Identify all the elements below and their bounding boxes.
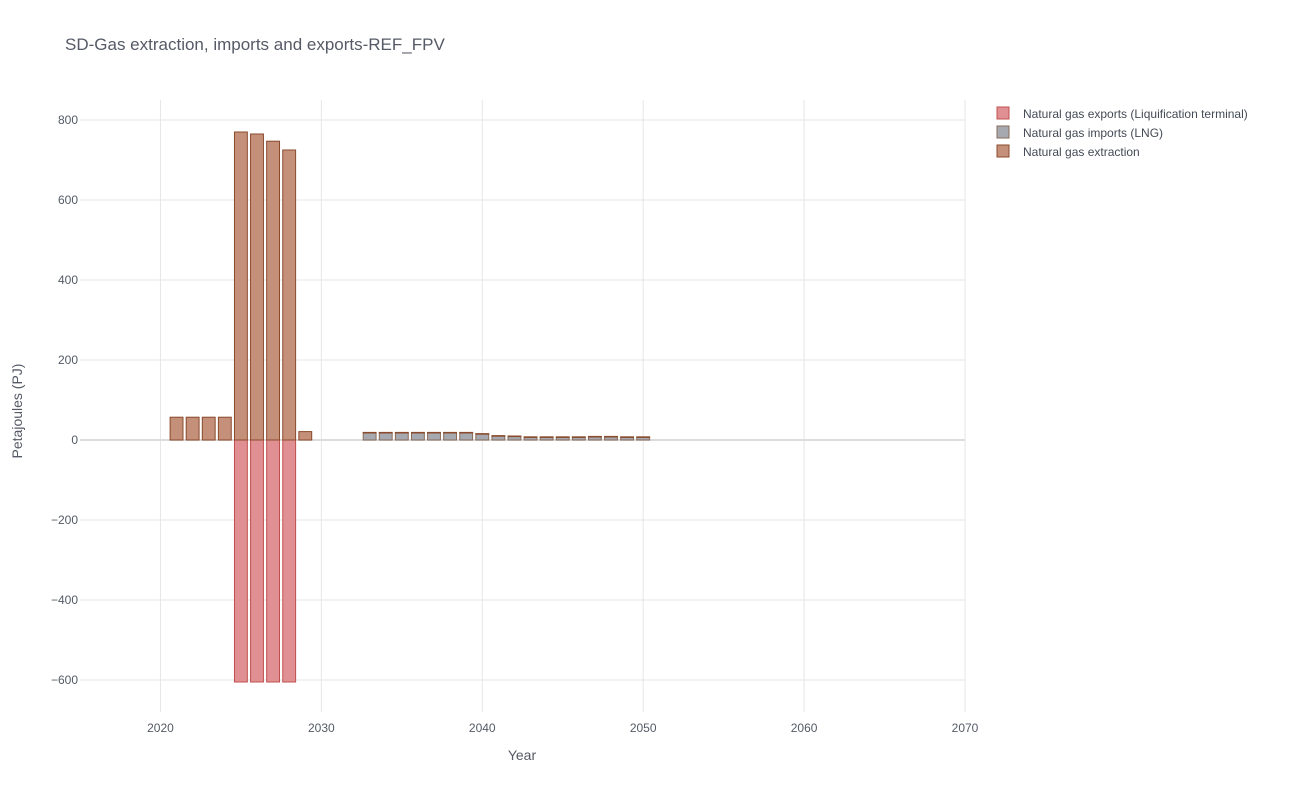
bar-natural-gas-exports-liquification-terminal-2026[interactable] xyxy=(250,439,264,683)
bar-natural-gas-extraction-2042[interactable] xyxy=(507,435,522,438)
y-tick-label: −200 xyxy=(51,513,78,527)
bar-natural-gas-imports-lng-2037[interactable] xyxy=(427,432,441,441)
grid-layer xyxy=(80,100,966,712)
bar-natural-gas-extraction-2036[interactable] xyxy=(410,431,425,434)
bar-natural-gas-extraction-2035[interactable] xyxy=(394,431,409,434)
x-axis-title: Year xyxy=(508,747,537,763)
bar-natural-gas-imports-lng-2038[interactable] xyxy=(443,432,458,441)
legend-label[interactable]: Natural gas extraction xyxy=(1023,145,1140,159)
bar-natural-gas-imports-lng-2040[interactable] xyxy=(475,433,490,441)
bar-natural-gas-extraction-2022[interactable] xyxy=(185,416,200,441)
legend-swatch[interactable] xyxy=(996,144,1010,158)
x-tick-label: 2040 xyxy=(469,721,496,735)
bar-natural-gas-extraction-2023[interactable] xyxy=(201,416,216,441)
y-tick-label: 200 xyxy=(58,353,78,367)
bar-natural-gas-exports-liquification-terminal-2025[interactable] xyxy=(233,439,248,683)
bar-natural-gas-exports-liquification-terminal-2028[interactable] xyxy=(282,439,297,683)
bar-natural-gas-extraction-2049[interactable] xyxy=(620,436,635,438)
bar-natural-gas-extraction-2025[interactable] xyxy=(233,131,248,441)
legend-label[interactable]: Natural gas exports (Liquification termi… xyxy=(1023,107,1248,121)
bar-natural-gas-extraction-2048[interactable] xyxy=(604,435,618,438)
bar-natural-gas-extraction-2024[interactable] xyxy=(217,416,232,441)
x-tick-label: 2020 xyxy=(147,721,174,735)
bar-natural-gas-extraction-2029[interactable] xyxy=(298,431,313,441)
bar-natural-gas-extraction-2045[interactable] xyxy=(555,436,570,438)
bar-layer xyxy=(169,131,651,683)
bar-natural-gas-extraction-2026[interactable] xyxy=(250,133,264,441)
legend[interactable]: Natural gas exports (Liquification termi… xyxy=(996,106,1248,159)
bar-natural-gas-imports-lng-2035[interactable] xyxy=(394,432,409,441)
bar-natural-gas-imports-lng-2034[interactable] xyxy=(378,432,393,441)
chart-title: SD-Gas extraction, imports and exports-R… xyxy=(65,35,445,54)
y-tick-label: 600 xyxy=(58,193,78,207)
bar-natural-gas-imports-lng-2036[interactable] xyxy=(410,432,425,441)
bar-natural-gas-extraction-2040[interactable] xyxy=(475,433,490,435)
bar-natural-gas-extraction-2027[interactable] xyxy=(266,140,281,441)
axis-layer: 2020 2030 2040 2050 2060 2070 −600 −400 −200 0 200… xyxy=(51,113,979,735)
bar-natural-gas-extraction-2037[interactable] xyxy=(427,431,441,434)
bar-natural-gas-extraction-2046[interactable] xyxy=(571,436,586,438)
bar-natural-gas-imports-lng-2039[interactable] xyxy=(459,432,474,441)
x-tick-label: 2070 xyxy=(952,721,979,735)
bar-natural-gas-extraction-2041[interactable] xyxy=(491,435,506,437)
bar-natural-gas-extraction-2028[interactable] xyxy=(282,149,297,441)
y-tick-label: 800 xyxy=(58,113,78,127)
bar-natural-gas-extraction-2033[interactable] xyxy=(362,431,377,434)
bar-natural-gas-extraction-2044[interactable] xyxy=(539,436,554,438)
y-tick-label: 400 xyxy=(58,273,78,287)
y-axis-title: Petajoules (PJ) xyxy=(9,364,25,459)
bar-natural-gas-extraction-2038[interactable] xyxy=(443,431,458,434)
bar-natural-gas-exports-liquification-terminal-2027[interactable] xyxy=(266,439,281,683)
legend-label[interactable]: Natural gas imports (LNG) xyxy=(1023,126,1163,140)
x-tick-label: 2060 xyxy=(791,721,818,735)
y-tick-label: −400 xyxy=(51,593,78,607)
bar-natural-gas-extraction-2021[interactable] xyxy=(169,416,184,441)
y-tick-label: 0 xyxy=(71,433,78,447)
legend-swatch[interactable] xyxy=(996,125,1010,139)
bar-natural-gas-extraction-2050[interactable] xyxy=(636,436,651,438)
bar-natural-gas-imports-lng-2033[interactable] xyxy=(362,432,377,441)
bar-natural-gas-extraction-2047[interactable] xyxy=(587,435,602,438)
bar-natural-gas-extraction-2034[interactable] xyxy=(378,431,393,434)
bar-natural-gas-extraction-2043[interactable] xyxy=(523,436,538,438)
y-tick-label: −600 xyxy=(51,673,78,687)
legend-swatch[interactable] xyxy=(996,106,1010,120)
x-tick-label: 2030 xyxy=(308,721,335,735)
x-tick-label: 2050 xyxy=(630,721,657,735)
bar-natural-gas-extraction-2039[interactable] xyxy=(459,431,474,434)
